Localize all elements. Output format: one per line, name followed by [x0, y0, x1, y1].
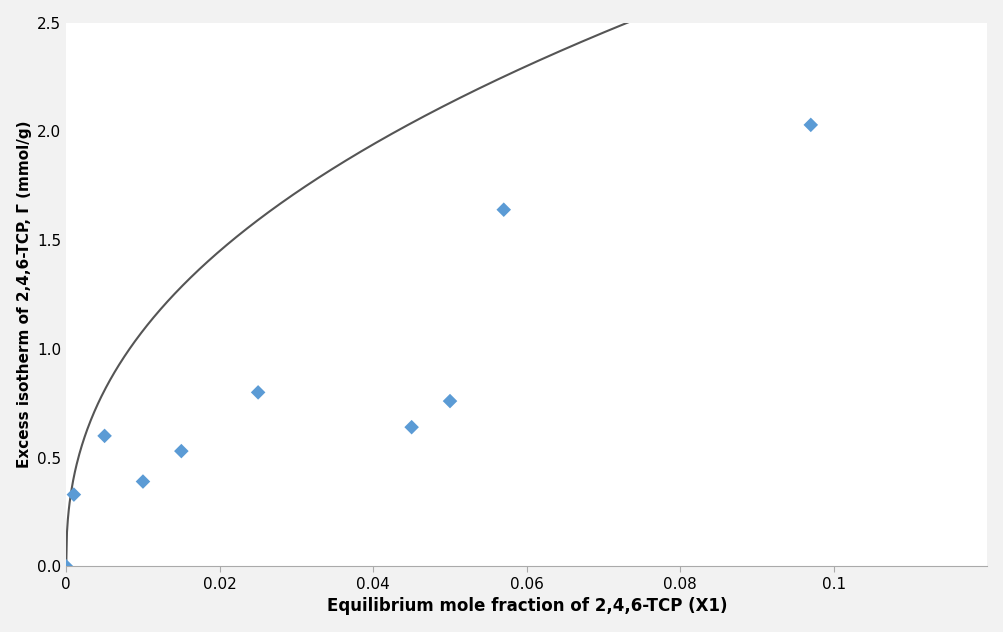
- Point: [495, 205, 512, 215]
- Y-axis label: Excess isotherm of 2,4,6-TCP, Γ (mmol/g): Excess isotherm of 2,4,6-TCP, Γ (mmol/g): [17, 121, 32, 468]
- Point: [174, 446, 190, 456]
- Point: [96, 431, 112, 441]
- Point: [134, 477, 150, 487]
- X-axis label: Equilibrium mole fraction of 2,4,6-TCP (X1): Equilibrium mole fraction of 2,4,6-TCP (…: [326, 597, 726, 616]
- Point: [403, 422, 419, 432]
- Point: [58, 561, 74, 571]
- Point: [66, 490, 82, 500]
- Point: [441, 396, 457, 406]
- Point: [802, 120, 818, 130]
- Point: [250, 387, 266, 398]
